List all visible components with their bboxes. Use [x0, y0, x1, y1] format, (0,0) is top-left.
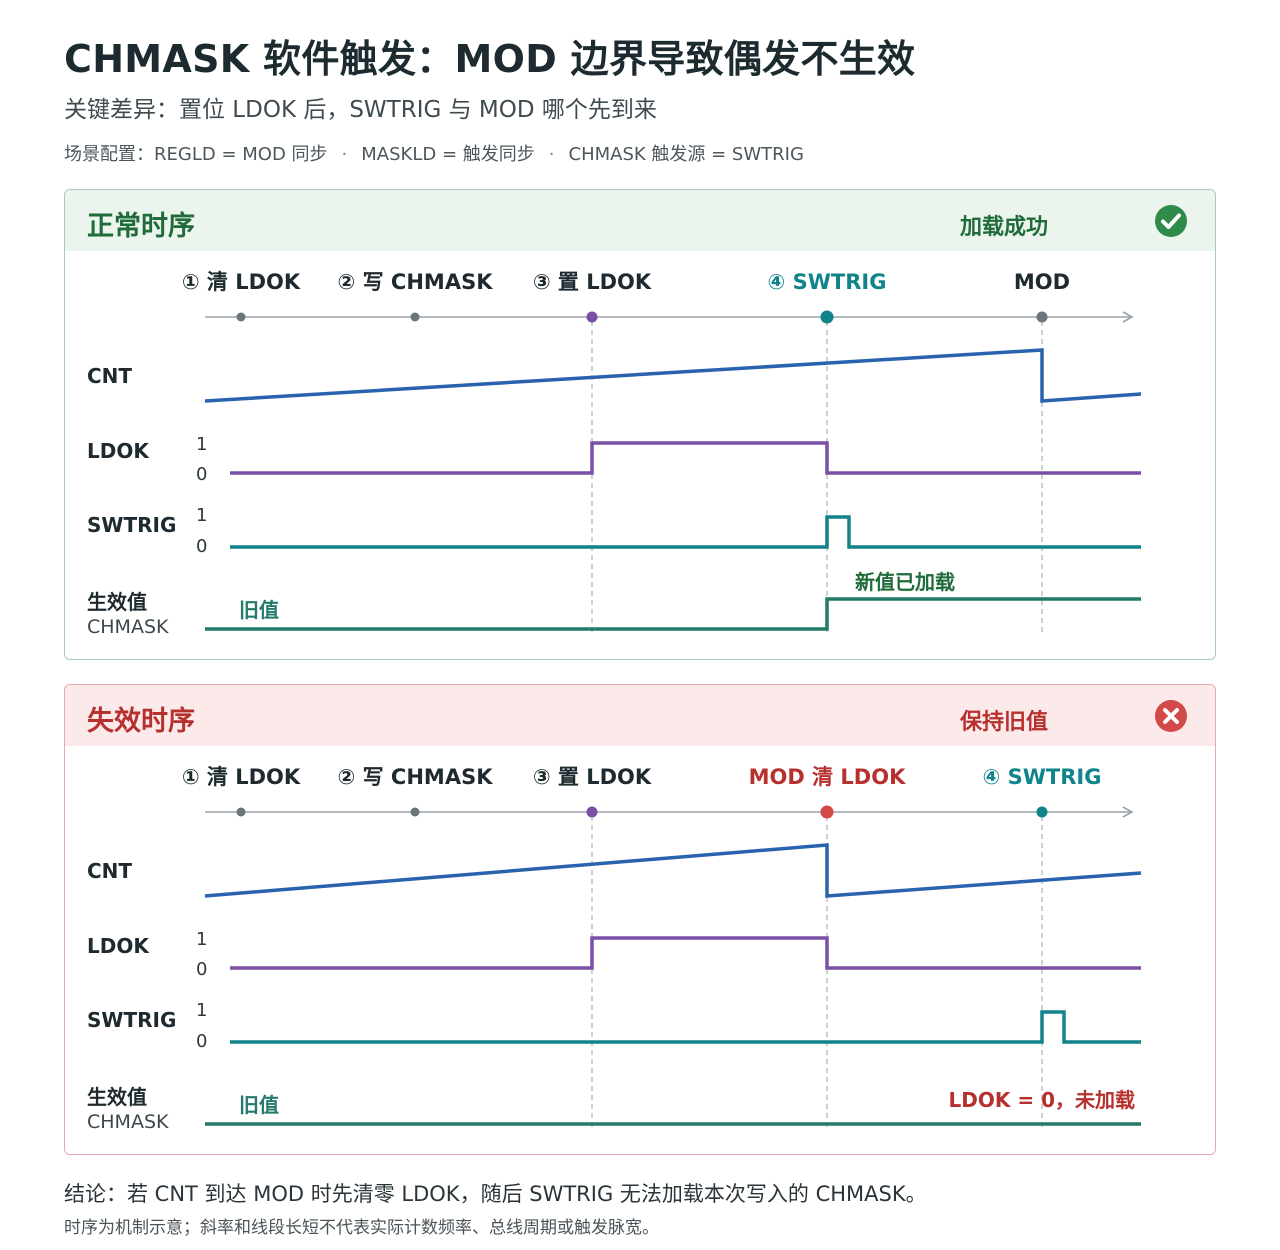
disclaimer-note: 时序为机制示意；斜率和线段长短不代表实际计数频率、总线周期或触发脉宽。: [64, 1218, 659, 1238]
page-title: CHMASK 软件触发：MOD 边界导致偶发不生效: [64, 37, 916, 81]
event-label-swtrig: ④ SWTRIG: [768, 270, 887, 294]
swtrig-level-high: 1: [196, 505, 207, 526]
not-loaded-label: LDOK = 0，未加载: [949, 1088, 1135, 1112]
config-separator: ·: [341, 144, 348, 165]
normal-panel-status: 加载成功: [960, 215, 1049, 240]
event-label-write-chmask: ② 写 CHMASK: [338, 270, 494, 294]
row-label-chmask: CHMASK: [87, 616, 169, 638]
effective-chmask-waveform: [205, 597, 1141, 631]
swtrig-level-low: 0: [196, 1031, 207, 1052]
cnt-waveform: [204, 843, 1142, 898]
row-label-effective: 生效值: [87, 590, 147, 614]
event-marker-swtrig: [1036, 806, 1048, 818]
event-marker-write-chmask: [410, 807, 420, 817]
normal-timing-panel: 正常时序 加载成功 ① 清 LDOK ② 写 CHMASK ③ 置 LDOK ④…: [64, 189, 1216, 660]
ldok-waveform: [230, 936, 1141, 970]
config-item-chmask-source: CHMASK 触发源 = SWTRIG: [568, 144, 804, 165]
ldok-level-high: 1: [196, 929, 207, 950]
swtrig-level-low: 0: [196, 536, 207, 557]
failure-timing-diagram: ① 清 LDOK ② 写 CHMASK ③ 置 LDOK MOD 清 LDOK …: [87, 765, 1142, 1133]
row-label-chmask: CHMASK: [87, 1111, 169, 1133]
swtrig-waveform: [230, 1010, 1141, 1044]
ldok-waveform: [230, 441, 1141, 475]
ldok-level-low: 0: [196, 959, 207, 980]
event-label-clear-ldok: ① 清 LDOK: [182, 270, 301, 294]
cnt-waveform: [204, 348, 1142, 403]
row-label-swtrig: SWTRIG: [87, 1008, 176, 1032]
event-label-set-ldok: ③ 置 LDOK: [533, 765, 652, 789]
event-marker-clear-ldok: [236, 807, 246, 817]
event-marker-write-chmask: [410, 312, 420, 322]
failure-panel-title: 失效时序: [87, 706, 195, 737]
config-item-maskld: MASKLD = 触发同步: [361, 144, 535, 165]
failure-timing-panel: 失效时序 保持旧值 ① 清 LDOK ② 写 CHMASK ③ 置 LDOK M…: [64, 684, 1216, 1155]
event-marker-mod: [1036, 311, 1048, 323]
event-label-set-ldok: ③ 置 LDOK: [533, 270, 652, 294]
normal-panel-title: 正常时序: [87, 211, 195, 242]
row-label-cnt: CNT: [87, 859, 132, 883]
page-subtitle: 关键差异：置位 LDOK 后，SWTRIG 与 MOD 哪个先到来: [64, 97, 657, 123]
event-label-mod: MOD: [1014, 270, 1070, 294]
ldok-level-low: 0: [196, 464, 207, 485]
row-label-ldok: LDOK: [87, 439, 150, 463]
swtrig-waveform: [230, 515, 1141, 549]
event-marker-set-ldok: [586, 311, 598, 323]
event-marker-set-ldok: [586, 806, 598, 818]
failure-panel-header: 失效时序 保持旧值: [65, 685, 1215, 746]
scenario-config: 场景配置：REGLD = MOD 同步 · MASKLD = 触发同步 · CHMASK…: [64, 140, 804, 166]
event-marker-swtrig: [820, 310, 834, 324]
time-axis-arrow: [1122, 311, 1134, 323]
normal-timing-diagram: ① 清 LDOK ② 写 CHMASK ③ 置 LDOK ④ SWTRIG MO…: [87, 270, 1142, 638]
event-marker-clear-ldok: [236, 312, 246, 322]
old-value-label: 旧值: [239, 598, 279, 622]
config-item-regld: 场景配置：REGLD = MOD 同步: [64, 144, 328, 165]
row-label-effective: 生效值: [87, 1085, 147, 1109]
event-label-write-chmask: ② 写 CHMASK: [338, 765, 494, 789]
old-value-label: 旧值: [239, 1093, 279, 1117]
event-label-clear-ldok: ① 清 LDOK: [182, 765, 301, 789]
row-label-swtrig: SWTRIG: [87, 513, 176, 537]
conclusion-text: 结论：若 CNT 到达 MOD 时先清零 LDOK，随后 SWTRIG 无法加载…: [64, 1182, 927, 1206]
ldok-level-high: 1: [196, 434, 207, 455]
event-label-swtrig: ④ SWTRIG: [983, 765, 1102, 789]
row-label-ldok: LDOK: [87, 934, 150, 958]
check-circle-icon: [1155, 205, 1187, 237]
time-axis-arrow: [1122, 806, 1134, 818]
event-marker-mod: [820, 805, 834, 819]
config-separator: ·: [548, 144, 555, 165]
row-label-cnt: CNT: [87, 364, 132, 388]
new-value-loaded-label: 新值已加载: [855, 570, 955, 594]
normal-panel-header: 正常时序 加载成功: [65, 190, 1215, 251]
event-label-mod-clear-ldok: MOD 清 LDOK: [749, 765, 906, 789]
failure-panel-status: 保持旧值: [960, 710, 1049, 735]
x-circle-icon: [1155, 700, 1187, 732]
swtrig-level-high: 1: [196, 1000, 207, 1021]
